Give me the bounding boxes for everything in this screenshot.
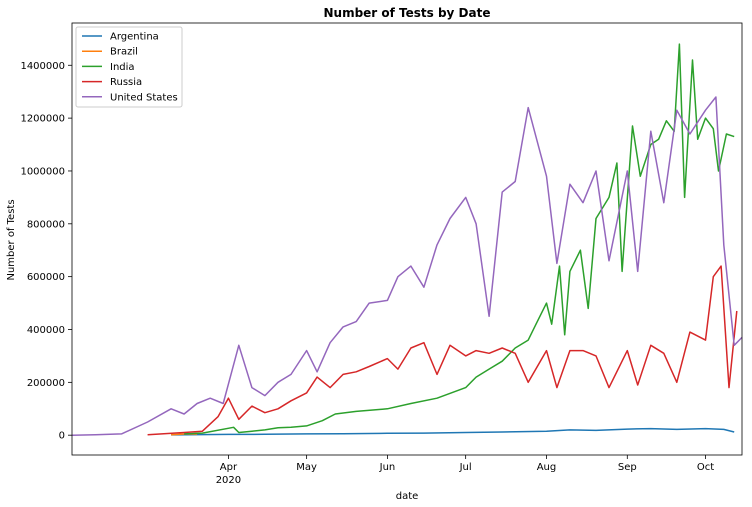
x-tick-label: Jun — [379, 462, 396, 473]
plot-frame — [71, 22, 743, 456]
legend-label: Brazil — [110, 47, 138, 58]
x-tick-label: Apr — [220, 462, 238, 473]
x-tick-label: May — [296, 462, 317, 473]
y-tick-label: 800000 — [27, 219, 65, 230]
x-axis-label: date — [396, 491, 419, 502]
series-line-united-states — [71, 96, 743, 436]
series-line-argentina — [171, 427, 735, 436]
x-tick-label: Oct — [697, 462, 714, 473]
x-tick-label: Jul — [459, 462, 472, 473]
y-tick-label: 1000000 — [20, 166, 65, 177]
legend-box — [75, 26, 183, 108]
y-tick-label: 400000 — [27, 325, 65, 336]
series-line-russia — [147, 265, 738, 436]
y-tick-label: 1400000 — [20, 61, 65, 72]
legend-label: United States — [110, 92, 178, 103]
legend-label: Russia — [110, 77, 142, 88]
x-axis-ticks: Apr 2020 May Jun Jul Aug Sep Oct — [216, 455, 714, 486]
legend-label: Argentina — [110, 32, 159, 43]
y-axis-ticks: 0 200000 400000 600000 800000 1000000 1200000 1… — [20, 61, 72, 442]
legend-label: India — [110, 62, 135, 73]
series-layer — [71, 43, 743, 436]
series-line-india — [184, 43, 735, 435]
x-tick-year-label: 2020 — [216, 475, 241, 486]
y-tick-label: 1200000 — [20, 114, 65, 125]
legend: Argentina Brazil India Russia United States — [75, 26, 183, 108]
y-axis-label: Number of Tests — [6, 199, 17, 280]
y-tick-label: 0 — [59, 431, 65, 442]
x-tick-label: Aug — [537, 462, 557, 473]
x-tick-label: Sep — [618, 462, 637, 473]
y-tick-label: 200000 — [27, 378, 65, 389]
y-tick-label: 600000 — [27, 272, 65, 283]
chart-title: Number of Tests by Date — [323, 6, 490, 20]
